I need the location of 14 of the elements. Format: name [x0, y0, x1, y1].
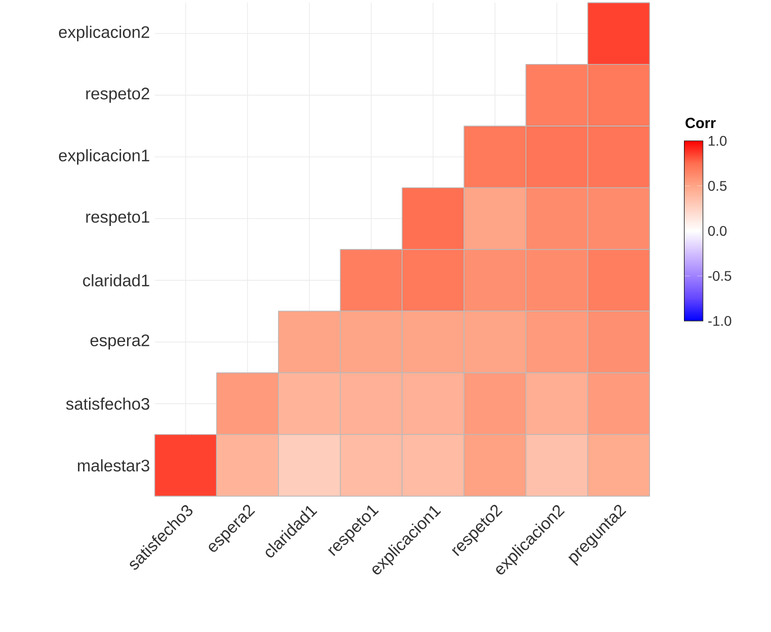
y-tick-label: espera2 [90, 334, 150, 350]
color-bar-label: -0.5 [708, 270, 732, 281]
color-bar-title: Corr [686, 118, 716, 128]
color-bar-label: 1.0 [708, 136, 727, 146]
y-tick-label: explicacion2 [58, 26, 150, 42]
y-tick-label: respeto2 [86, 88, 150, 103]
color-bar-label: -1.0 [708, 316, 732, 326]
y-tick-label: satisfecho3 [66, 397, 150, 410]
y-tick-label: explicacion1 [58, 148, 150, 165]
y-tick-label: malestar3 [78, 459, 150, 472]
color-bar-label: 0.5 [708, 180, 727, 191]
y-tick-label: respeto1 [86, 211, 150, 226]
y-tick-label: claridad1 [83, 274, 150, 286]
color-bar-label: 0.0 [708, 226, 727, 236]
